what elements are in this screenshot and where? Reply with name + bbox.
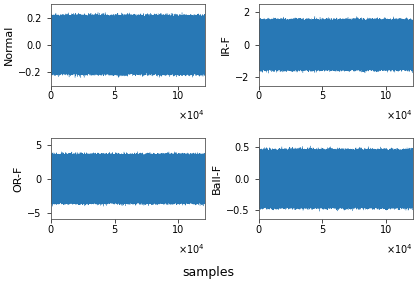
Text: $\times10^4$: $\times10^4$: [386, 242, 413, 256]
Text: $\times10^4$: $\times10^4$: [178, 242, 205, 256]
Y-axis label: OR-F: OR-F: [13, 166, 23, 192]
Text: $\times10^4$: $\times10^4$: [178, 108, 205, 122]
Y-axis label: IR-F: IR-F: [221, 34, 231, 55]
Y-axis label: Normal: Normal: [4, 25, 14, 65]
Text: $\times10^4$: $\times10^4$: [386, 108, 413, 122]
Text: samples: samples: [183, 266, 234, 279]
Y-axis label: Ball-F: Ball-F: [212, 163, 222, 194]
